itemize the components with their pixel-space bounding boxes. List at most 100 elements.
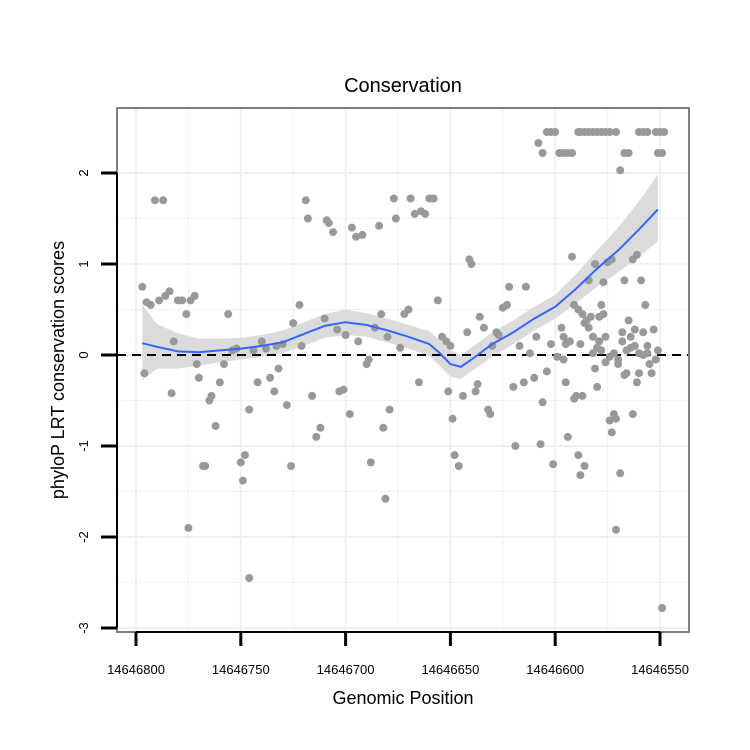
data-point: [375, 221, 384, 230]
data-point: [192, 360, 201, 369]
x-tick-label: 14646550: [631, 662, 689, 677]
data-point: [574, 451, 583, 460]
data-point: [651, 355, 660, 364]
data-point: [503, 300, 511, 309]
data-point: [308, 391, 317, 400]
data-point: [289, 319, 298, 328]
data-point: [352, 232, 361, 241]
data-point: [660, 128, 669, 136]
panel-border: [116, 107, 690, 633]
data-point: [639, 328, 648, 337]
data-point: [329, 228, 337, 237]
data-point: [572, 391, 581, 400]
data-point: [320, 314, 329, 323]
x-tick-label: 14646700: [317, 662, 375, 677]
data-point: [601, 358, 610, 367]
data-point: [612, 525, 620, 534]
y-tick-label: 1: [76, 260, 91, 267]
data-point: [559, 332, 568, 341]
data-point: [526, 349, 534, 358]
data-point: [194, 373, 203, 382]
data-point: [647, 369, 656, 378]
data-point: [530, 373, 539, 382]
data-point: [184, 523, 193, 532]
data-point: [450, 451, 459, 460]
data-point: [551, 128, 560, 136]
data-point: [643, 128, 652, 136]
data-point: [614, 360, 623, 369]
confidence-band-area: [142, 174, 658, 381]
data-point: [220, 360, 228, 369]
data-point: [345, 410, 354, 419]
data-point: [580, 462, 589, 470]
data-point: [616, 166, 625, 175]
data-point: [262, 344, 270, 353]
data-point: [626, 332, 635, 341]
data-point: [150, 196, 159, 205]
data-point: [538, 398, 547, 407]
data-point: [645, 360, 654, 369]
data-point: [639, 351, 648, 359]
data-point: [459, 391, 467, 400]
data-point: [658, 149, 667, 157]
data-point: [444, 387, 453, 396]
data-point: [584, 323, 593, 332]
data-point: [415, 378, 423, 387]
data-point: [588, 349, 597, 358]
data-point: [561, 378, 570, 387]
data-point: [333, 325, 342, 334]
data-point: [165, 287, 174, 296]
y-tick-label: 0: [76, 351, 91, 358]
data-point: [389, 194, 398, 203]
data-point: [471, 387, 480, 396]
data-point: [618, 328, 627, 337]
smooth-fit-line: [142, 208, 659, 368]
y-tick-label: -2: [76, 531, 91, 543]
data-point: [312, 432, 321, 441]
data-point: [624, 149, 633, 157]
data-point: [207, 391, 216, 400]
grid-lines: [117, 108, 689, 632]
data-point: [224, 310, 233, 319]
data-point: [620, 371, 629, 379]
data-point: [282, 401, 291, 410]
data-point: [410, 209, 419, 218]
data-point: [591, 260, 599, 268]
y-axis: -3 -2 -1 0 1 2: [76, 169, 118, 634]
data-point: [324, 219, 333, 228]
data-point: [565, 337, 574, 346]
data-point: [364, 355, 373, 364]
data-point: [339, 385, 348, 394]
data-point: [433, 296, 442, 305]
data-point: [245, 405, 254, 414]
x-tick-label: 14646750: [212, 662, 270, 677]
data-point: [597, 346, 606, 355]
data-point: [612, 414, 620, 423]
data-point: [532, 332, 541, 341]
data-point: [257, 337, 266, 346]
data-point: [534, 139, 543, 147]
data-point: [547, 340, 555, 349]
data-point: [448, 414, 457, 423]
data-point: [549, 460, 558, 469]
confidence-band: [142, 174, 658, 381]
data-point: [591, 364, 599, 373]
data-point: [391, 214, 400, 223]
data-point: [658, 604, 667, 612]
data-point: [473, 380, 482, 389]
data-point: [366, 458, 375, 467]
data-point: [641, 300, 650, 309]
data-point: [509, 382, 518, 391]
data-point: [511, 442, 520, 450]
data-point: [253, 378, 262, 387]
y-tick-label: -1: [76, 440, 91, 452]
data-point: [630, 325, 639, 334]
data-point: [605, 128, 614, 136]
data-point: [190, 291, 199, 300]
data-point: [421, 209, 430, 218]
data-point: [649, 325, 658, 334]
y-tick-label: 2: [76, 169, 91, 176]
x-tick-label: 14646800: [107, 662, 165, 677]
data-point: [605, 416, 614, 425]
